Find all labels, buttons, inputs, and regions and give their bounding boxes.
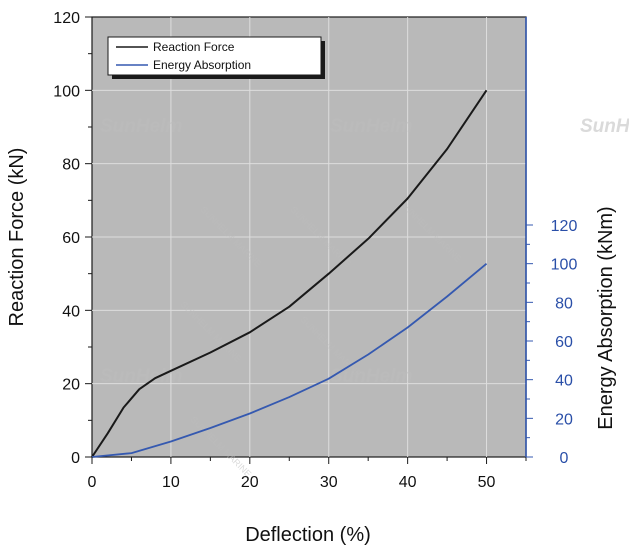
- y2-tick-label: 0: [560, 450, 569, 467]
- y2-tick-label: 100: [551, 257, 578, 274]
- series-layer: [91, 89, 488, 458]
- watermark-logo: SunHelm: [330, 116, 412, 137]
- y-tick-label: 100: [53, 83, 80, 100]
- x-tick-label: 20: [241, 474, 259, 491]
- legend: Reaction Force Energy Absorption: [107, 36, 325, 79]
- watermark-logo: SunHelm: [100, 366, 182, 387]
- watermark-logo: SunHelm: [330, 366, 412, 387]
- y-tick-label: 80: [62, 157, 80, 174]
- y2-tick-label: 40: [555, 373, 573, 390]
- y2-tick-label: 20: [555, 411, 573, 428]
- y2-tick-label: 80: [555, 295, 573, 312]
- y-tick-label: 20: [62, 377, 80, 394]
- series-line-reaction-force: [91, 89, 488, 458]
- legend-box: [107, 36, 322, 76]
- legend-label-reaction-force: Reaction Force: [153, 40, 235, 54]
- y-axis-title: Reaction Force (kN): [6, 148, 28, 327]
- x-tick-label: 40: [399, 474, 417, 491]
- x-axis-title: Deflection (%): [245, 524, 371, 546]
- y-tick-label: 40: [62, 303, 80, 320]
- x-tick-label: 30: [320, 474, 338, 491]
- y2-tick-label: 120: [551, 218, 578, 235]
- y-tick-label: 60: [62, 230, 80, 247]
- watermark-logo: SunHelm: [580, 116, 629, 137]
- series-line-energy-absorption: [91, 263, 488, 458]
- watermark-logo: SunHelm: [100, 116, 182, 137]
- x-tick-label: 0: [88, 474, 97, 491]
- legend-label-energy-absorption: Energy Absorption: [153, 58, 251, 72]
- x-tick-label: 10: [162, 474, 180, 491]
- grid: [92, 17, 526, 457]
- y-tick-label: 120: [53, 10, 80, 27]
- y2-tick-label: 60: [555, 334, 573, 351]
- y2-axis-title: Energy Absorption (kNm): [595, 206, 617, 429]
- axes: 0 20 40 60 80 100 120 0 10 20 30 40 50 0 20 40 60 80 100 12…: [53, 10, 577, 491]
- x-tick-label: 50: [478, 474, 496, 491]
- y-tick-label: 0: [71, 450, 80, 467]
